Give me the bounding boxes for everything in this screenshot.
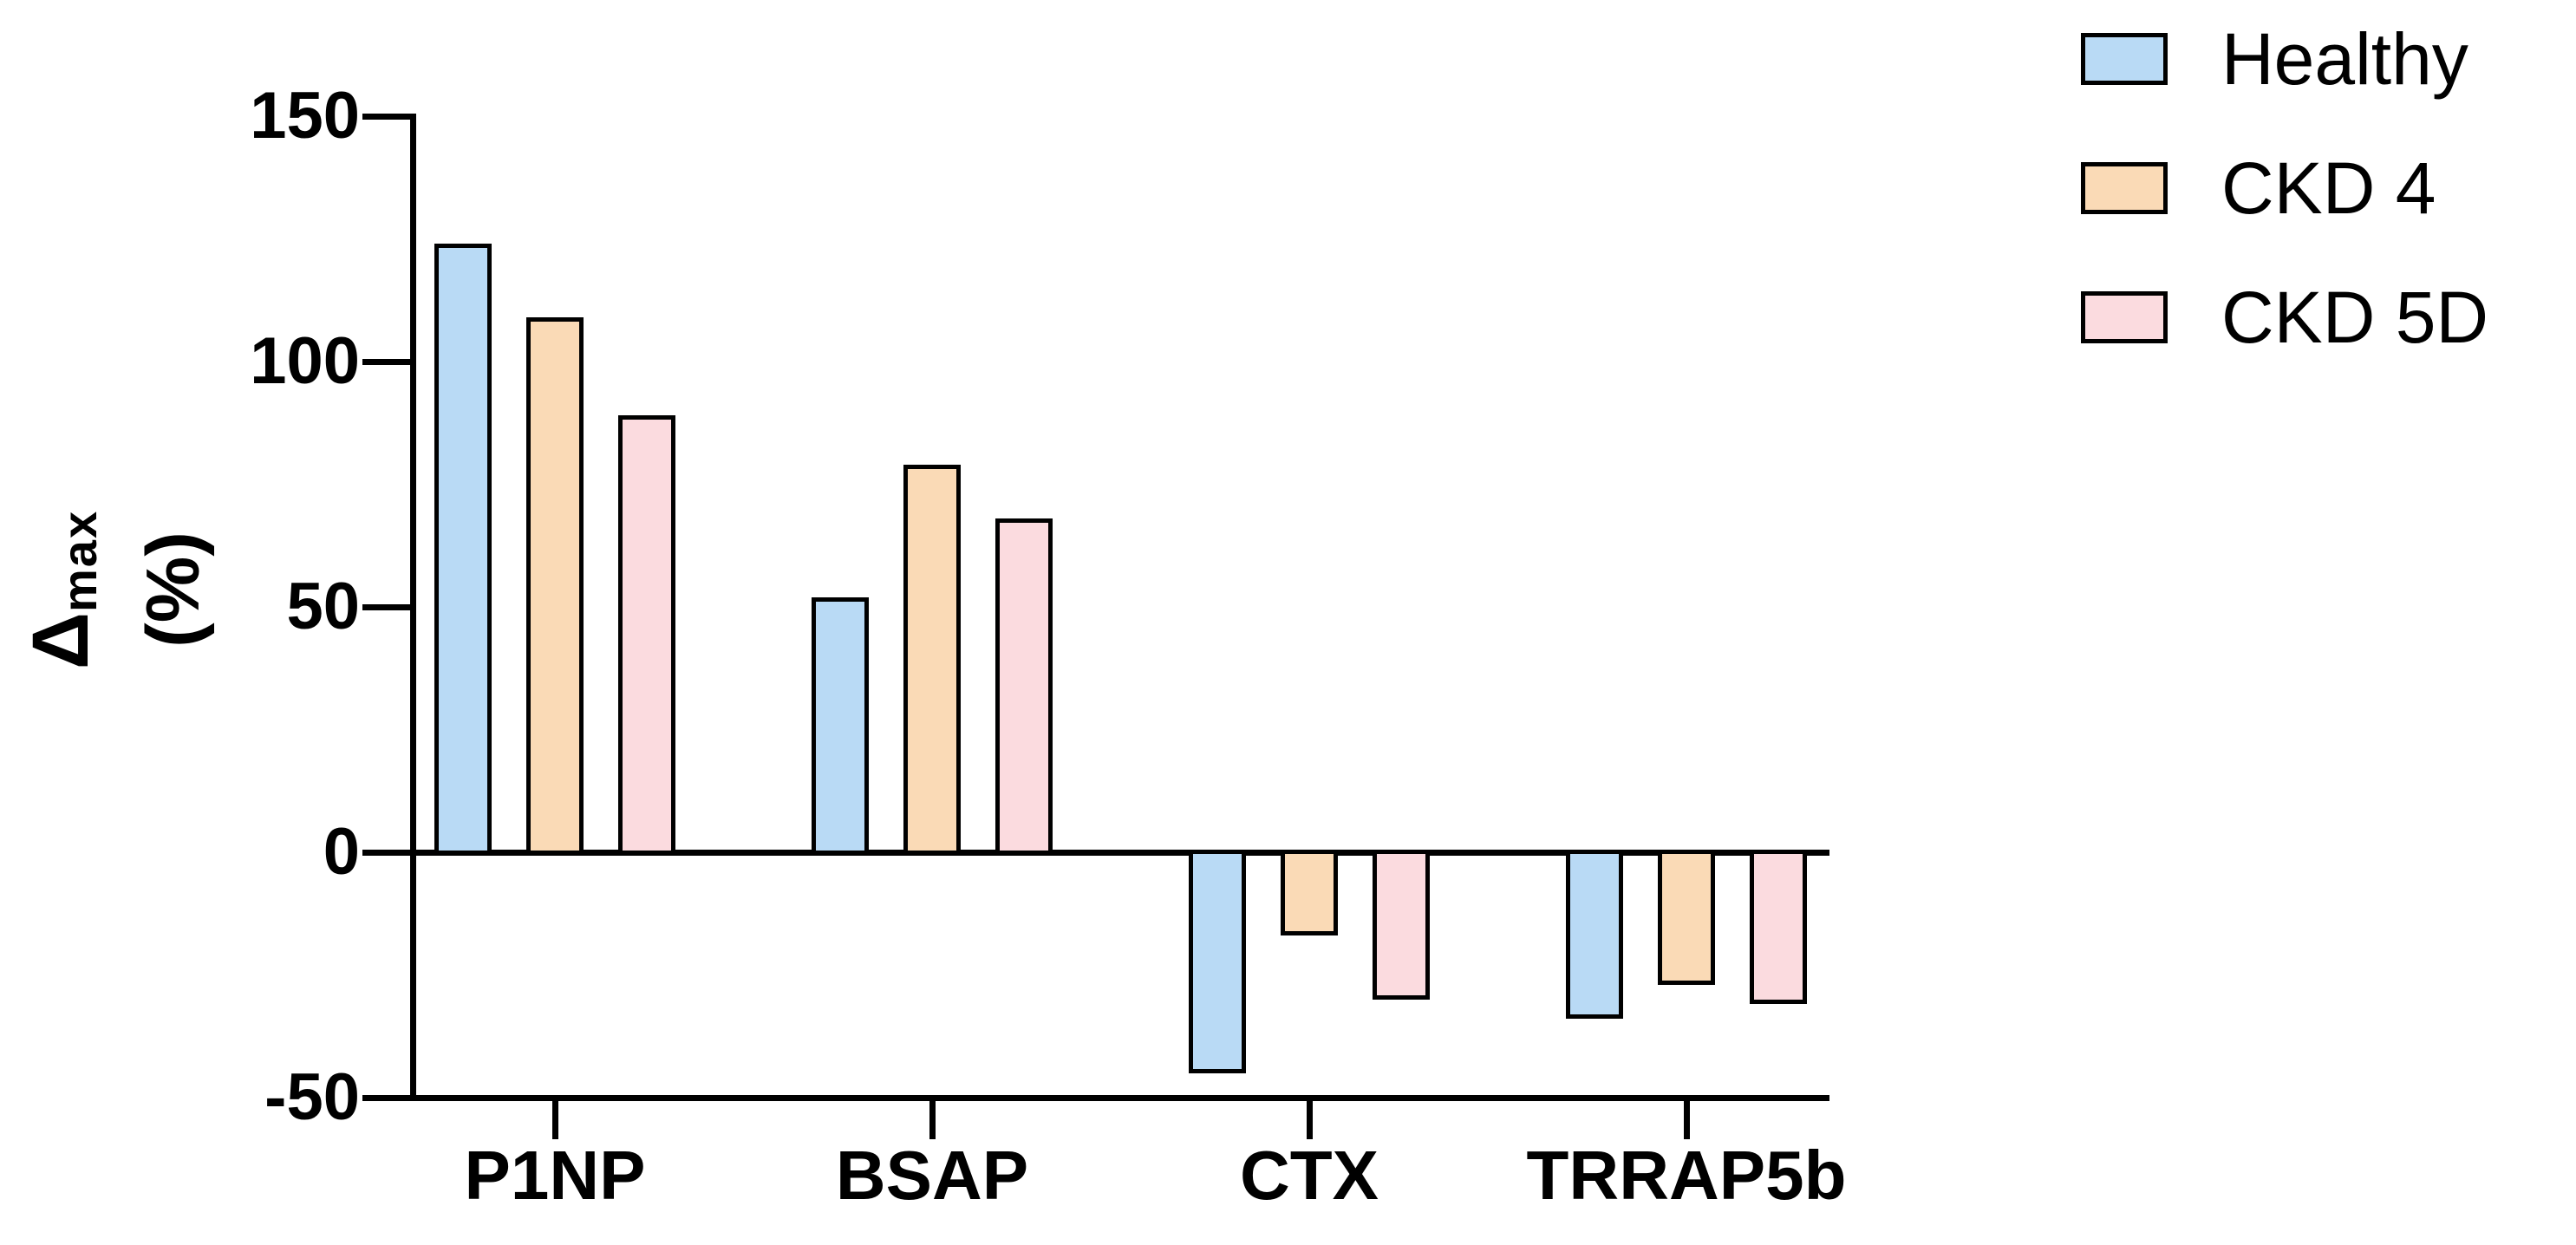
y-tick-label: 100 — [250, 324, 360, 398]
x-axis-line — [410, 1095, 1829, 1101]
y-tick-mark — [362, 850, 416, 856]
x-tick-mark — [929, 1098, 936, 1139]
x-category-label: P1NP — [464, 1137, 646, 1214]
legend-swatch-healthy — [2081, 33, 2168, 85]
x-tick-mark — [1307, 1098, 1313, 1139]
legend-label-healthy: Healthy — [2221, 18, 2468, 100]
y-tick-label: 50 — [286, 570, 360, 643]
y-tick-mark — [362, 114, 416, 120]
legend-label-ckd-5d: CKD 5D — [2221, 277, 2489, 358]
y-tick-label: 150 — [250, 79, 360, 153]
y-tick-mark — [362, 604, 416, 610]
x-category-label: CTX — [1240, 1137, 1379, 1214]
bar-BSAP-ckd-4 — [903, 464, 961, 855]
bar-BSAP-healthy — [812, 596, 869, 855]
x-category-label: BSAP — [835, 1137, 1029, 1214]
bar-P1NP-ckd-4 — [526, 317, 584, 855]
bar-TRRAP5b-ckd-4 — [1658, 850, 1715, 985]
y-axis-delta-subscript: max — [52, 509, 107, 612]
x-tick-mark — [1684, 1098, 1690, 1139]
bar-BSAP-ckd-5d — [995, 518, 1053, 855]
bar-P1NP-ckd-5d — [618, 415, 675, 855]
bar-P1NP-healthy — [434, 244, 492, 855]
zero-baseline — [410, 850, 1829, 856]
y-tick-label: 0 — [323, 815, 360, 889]
legend-label-ckd-4: CKD 4 — [2221, 147, 2436, 229]
bar-TRRAP5b-healthy — [1566, 850, 1623, 1020]
x-tick-mark — [552, 1098, 558, 1139]
y-tick-mark — [362, 359, 416, 365]
bar-TRRAP5b-ckd-5d — [1750, 850, 1807, 1005]
y-tick-mark — [362, 1095, 416, 1101]
bar-CTX-healthy — [1189, 850, 1246, 1073]
bar-CTX-ckd-5d — [1373, 850, 1430, 1000]
bar-CTX-ckd-4 — [1281, 850, 1338, 936]
y-tick-label: -50 — [264, 1060, 360, 1134]
y-axis-delta-symbol: Δ — [16, 611, 105, 670]
legend-swatch-ckd-4 — [2081, 162, 2168, 214]
x-category-label: TRRAP5b — [1526, 1137, 1847, 1214]
legend-swatch-ckd-5d — [2081, 291, 2168, 343]
